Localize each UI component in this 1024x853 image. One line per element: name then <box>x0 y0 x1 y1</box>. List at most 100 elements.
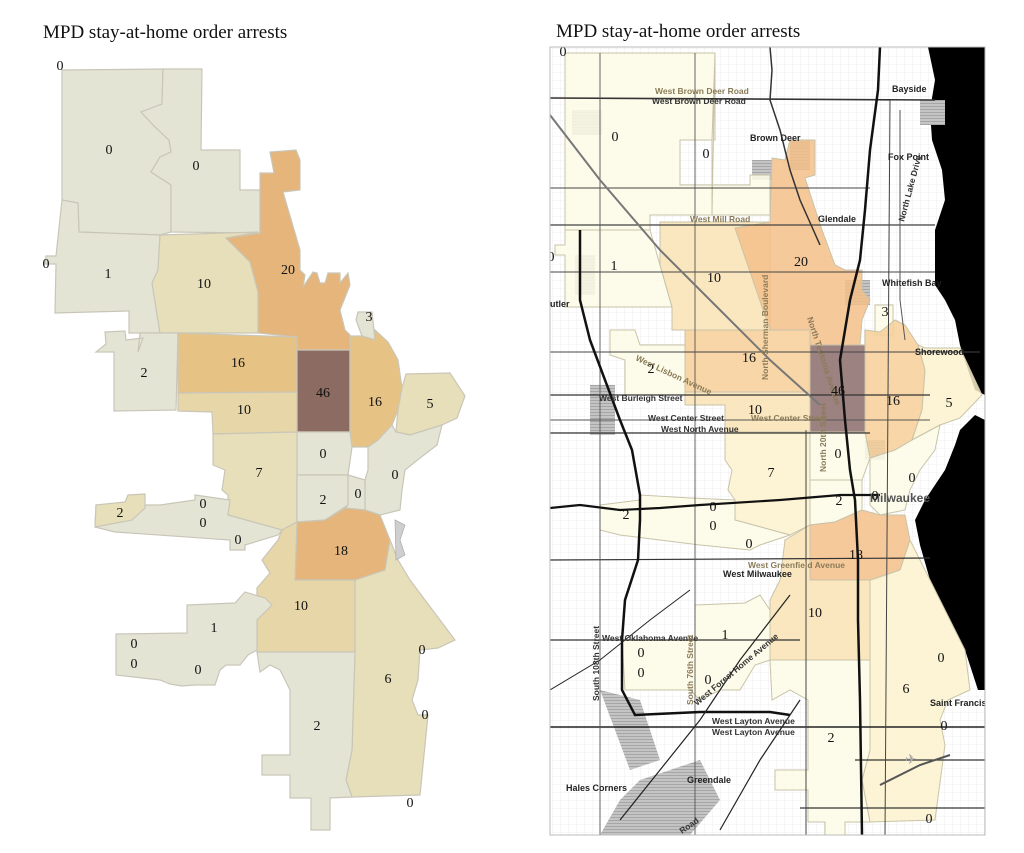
street-20th: North 20th Street <box>818 403 828 472</box>
street-center-1: West Center Street <box>648 413 724 423</box>
count-label: 2 <box>828 731 835 746</box>
left-districts <box>44 68 466 831</box>
count-label: 0 <box>835 447 842 462</box>
street-mill-road: West Mill Road <box>690 214 750 224</box>
count-label: 5 <box>427 397 434 412</box>
brown-deer-road <box>550 97 936 101</box>
count-label: 5 <box>946 396 953 411</box>
place-fox-point: Fox Point <box>888 152 929 162</box>
road-line <box>719 699 801 831</box>
lake-michigan <box>915 47 985 690</box>
count-label: 0 <box>235 533 242 548</box>
count-label: 0 <box>131 637 138 652</box>
count-label: 0 <box>938 651 945 666</box>
count-label: 0 <box>200 516 207 531</box>
count-label: 6 <box>903 682 910 697</box>
district-far-south[interactable] <box>256 651 356 831</box>
place-brown-deer: Brown Deer <box>750 133 801 143</box>
count-label: 0 <box>638 646 645 661</box>
highway-i43 <box>838 47 882 835</box>
greenfield-avenue <box>550 557 931 561</box>
count-label: 16 <box>368 395 382 410</box>
place-greendale: Greendale <box>687 775 731 785</box>
count-label: 3 <box>366 310 373 325</box>
count-label: 0 <box>43 257 50 272</box>
district-north[interactable] <box>139 68 261 234</box>
district-east[interactable] <box>911 344 983 442</box>
lake-drive <box>899 110 906 341</box>
count-label: 18 <box>849 548 863 563</box>
street-layton-2: West Layton Avenue <box>712 727 795 737</box>
place-whitefish-bay: Whitefish Bay <box>882 278 942 288</box>
left-district-labels: 0 0 0 0 1 10 20 3 2 16 46 16 5 10 0 7 0 … <box>43 59 434 811</box>
district-far-south[interactable] <box>769 659 871 835</box>
left-map-title: MPD stay-at-home order arrests <box>43 22 288 43</box>
count-label: 6 <box>385 672 392 687</box>
roads <box>550 47 985 835</box>
district-north[interactable] <box>711 52 771 216</box>
district-east[interactable] <box>395 372 466 436</box>
count-label: 0 <box>419 643 426 658</box>
count-label: 10 <box>237 403 251 418</box>
count-label: 0 <box>710 500 717 515</box>
street-108th: South 108th Street <box>591 626 601 701</box>
street-north-ave: West North Avenue <box>661 424 739 434</box>
count-label: 0 <box>407 796 414 811</box>
count-label: 20 <box>281 263 295 278</box>
airport-runway <box>879 754 951 786</box>
count-label: 3 <box>882 305 889 320</box>
district-lower-west[interactable] <box>724 431 811 536</box>
right-district-labels: 0 0 0 0 1 10 20 3 2 16 46 16 5 10 0 7 0 … <box>548 45 953 827</box>
count-label: 2 <box>117 506 124 521</box>
place-glendale: Glendale <box>818 214 856 224</box>
count-label: 0 <box>548 250 555 265</box>
street-sherman: North Sherman Boulevard <box>760 275 770 380</box>
count-label: 1 <box>722 628 729 643</box>
street-brown-deer-1: West Brown Deer Road <box>655 86 749 96</box>
place-butler: utler <box>550 299 570 309</box>
count-label: 16 <box>886 394 900 409</box>
count-label: 0 <box>106 143 113 158</box>
count-label: 0 <box>193 159 200 174</box>
road-line <box>550 589 691 691</box>
count-label: 0 <box>703 147 710 162</box>
count-label: 2 <box>623 508 630 523</box>
river-road <box>769 47 821 246</box>
right-map-frame <box>549 46 986 836</box>
place-hales-corners: Hales Corners <box>566 783 627 793</box>
count-label: 0 <box>195 663 202 678</box>
highway-diagonal <box>550 114 821 406</box>
count-label: 0 <box>320 447 327 462</box>
count-label: 16 <box>742 351 756 366</box>
road-line <box>884 99 891 835</box>
count-label: 0 <box>941 719 948 734</box>
count-label: 10 <box>707 271 721 286</box>
count-label: 16 <box>231 356 245 371</box>
harbor-detail <box>394 519 406 561</box>
count-label: 0 <box>746 537 753 552</box>
district-southwest-arm[interactable] <box>115 591 273 687</box>
count-label: 0 <box>355 487 362 502</box>
place-milwaukee: Milwaukee <box>870 491 930 505</box>
count-label: 46 <box>831 384 845 399</box>
count-label: 0 <box>422 708 429 723</box>
count-label: 2 <box>314 719 321 734</box>
count-label: 2 <box>836 494 843 509</box>
count-label: 46 <box>316 386 330 401</box>
count-label: 0 <box>926 812 933 827</box>
count-label: 10 <box>197 277 211 292</box>
district-northwest[interactable] <box>554 229 673 308</box>
count-label: 7 <box>256 466 263 481</box>
count-label: 0 <box>560 45 567 60</box>
count-label: 0 <box>638 666 645 681</box>
district-far-west-strip[interactable] <box>94 493 146 528</box>
count-label: 2 <box>648 362 655 377</box>
count-label: 0 <box>710 519 717 534</box>
district-northwest[interactable] <box>44 199 161 334</box>
forest-home-avenue <box>619 594 791 821</box>
right-districts <box>554 52 983 835</box>
right-map-title: MPD stay-at-home order arrests <box>556 21 801 42</box>
place-west-milwaukee: West Milwaukee <box>723 569 792 579</box>
